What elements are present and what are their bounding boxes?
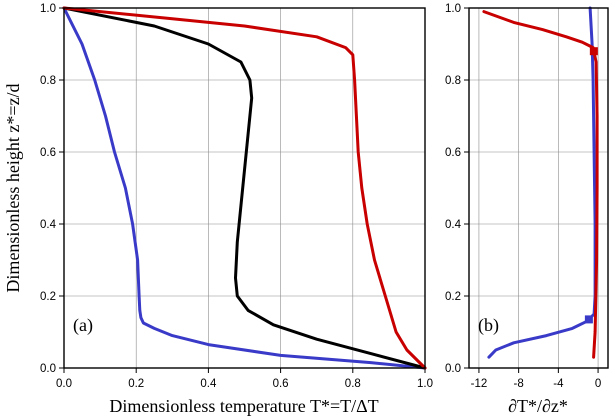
panel-a-grid xyxy=(63,7,426,369)
panel-a-y-tick-label: 1.0 xyxy=(40,3,56,15)
panel-a: 0.0 0.2 0.4 0.6 0.8 1.0 0.0 0.2 0.4 0.6 0.8 1.0 (a)… xyxy=(3,3,433,416)
panel-b-x-axis-title: ∂T*/∂z* xyxy=(508,396,568,416)
panel-a-x-tick-label: 0.0 xyxy=(56,378,72,390)
panel-a-y-tick-label: 0.6 xyxy=(40,147,56,159)
panel-a-y-tick-label: 0.8 xyxy=(40,75,56,87)
panel-b: -12 -8 -4 0 0.0 0.2 0.4 0.6 0.8 1.0 (b) ∂T*/∂z* xyxy=(445,3,609,416)
panel-a-x-tick-label: 1.0 xyxy=(417,378,433,390)
panel-b-y-tick-label: 0.4 xyxy=(445,219,462,231)
panel-a-series-line-2 xyxy=(62,6,427,370)
panel-b-x-tick-label: -12 xyxy=(471,378,488,390)
panel-a-x-tick-label: 0.8 xyxy=(345,378,361,390)
panel-a-series xyxy=(62,6,427,370)
panel-b-y-tick-label: 0.8 xyxy=(445,75,461,87)
panel-a-series-line-1 xyxy=(62,6,427,370)
panel-b-y-tick-label: 0.0 xyxy=(445,363,461,375)
panel-a-x-axis-title: Dimensionless temperature T*=T/ΔT xyxy=(109,396,378,416)
panel-b-y-tick-label: 1.0 xyxy=(445,3,461,15)
panel-a-y-tick-label: 0.0 xyxy=(40,363,56,375)
panel-a-y-tick-label: 0.2 xyxy=(40,291,56,303)
panel-b-series-marker-1 xyxy=(589,47,598,56)
panel-b-frame xyxy=(468,7,609,369)
panel-b-y-tick-label: 0.6 xyxy=(445,147,461,159)
panel-b-ticks: -12 -8 -4 0 0.0 0.2 0.4 0.6 0.8 1.0 xyxy=(445,3,601,390)
panel-b-label: (b) xyxy=(478,315,499,336)
panel-a-ticks: 0.0 0.2 0.4 0.6 0.8 1.0 0.0 0.2 0.4 0.6 0.8 1.0 xyxy=(40,3,433,390)
panel-a-label: (a) xyxy=(73,315,93,336)
panel-b-series-line-1 xyxy=(482,10,599,359)
panel-b-y-tick-label: 0.2 xyxy=(445,291,461,303)
panel-b-x-tick-label: -8 xyxy=(514,378,524,390)
panel-a-x-tick-label: 0.2 xyxy=(128,378,144,390)
panel-a-series-line-0 xyxy=(62,6,427,370)
panel-b-series xyxy=(482,6,599,359)
panel-b-series-marker-0 xyxy=(584,315,593,324)
panel-a-y-tick-label: 0.4 xyxy=(40,219,57,231)
panel-b-x-tick-label: -4 xyxy=(553,378,564,390)
panel-b-x-tick-label: 0 xyxy=(595,378,601,390)
panel-a-x-tick-label: 0.4 xyxy=(200,378,217,390)
panel-b-series-line-0 xyxy=(487,6,597,359)
panel-a-x-tick-label: 0.6 xyxy=(273,378,289,390)
panel-b-grid xyxy=(469,7,608,369)
y-axis-title: Dimensionless height z*=z/d xyxy=(3,83,23,292)
panel-a-frame xyxy=(63,7,426,369)
